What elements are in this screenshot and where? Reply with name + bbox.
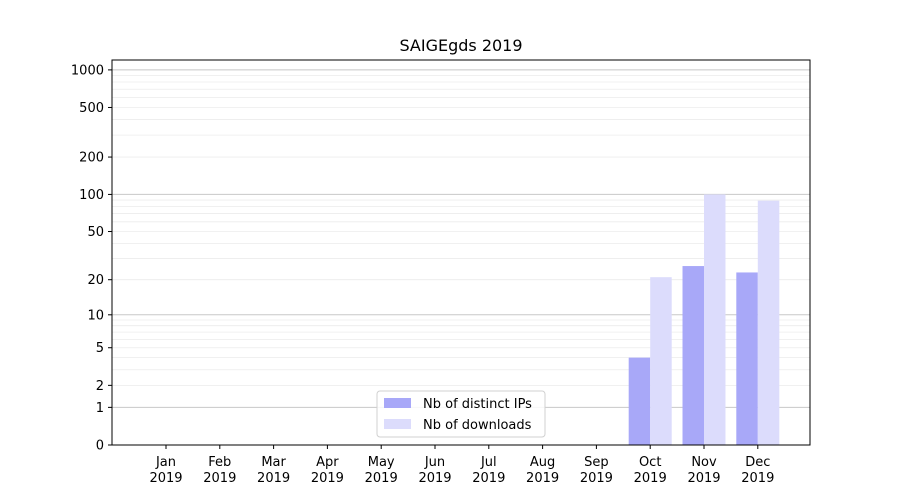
- y-tick-label: 100: [79, 188, 104, 203]
- y-tick-label: 20: [87, 273, 104, 288]
- x-axis: Jan2019Feb2019Mar2019Apr2019May2019Jun20…: [149, 445, 774, 486]
- legend-swatch: [384, 419, 411, 429]
- bar-distinct-ips-dec: [736, 272, 758, 445]
- x-tick-label-year: 2019: [311, 471, 344, 486]
- x-tick-label-year: 2019: [741, 471, 774, 486]
- x-tick-label-month: Jul: [480, 455, 497, 470]
- x-tick-label-year: 2019: [687, 471, 720, 486]
- x-tick-label-year: 2019: [526, 471, 559, 486]
- y-tick-label: 200: [79, 151, 104, 166]
- x-tick-label-month: Dec: [745, 455, 770, 470]
- x-tick-label-year: 2019: [149, 471, 182, 486]
- legend-label: Nb of downloads: [423, 418, 532, 433]
- x-tick-label-year: 2019: [257, 471, 290, 486]
- x-tick-label-month: Aug: [530, 455, 555, 470]
- x-tick-label-month: May: [368, 455, 395, 470]
- bar-downloads-nov: [704, 194, 726, 445]
- legend: Nb of distinct IPs Nb of downloads: [376, 390, 546, 438]
- chart-title: SAIGEgds 2019: [399, 36, 522, 55]
- y-tick-label: 0: [96, 439, 104, 454]
- x-tick-label-year: 2019: [634, 471, 667, 486]
- x-tick-label-year: 2019: [418, 471, 451, 486]
- x-tick-label-month: Sep: [584, 455, 609, 470]
- y-tick-label: 50: [87, 225, 104, 240]
- y-tick-label: 2: [96, 379, 104, 394]
- y-axis: 0 1 2 5 10 20 50 100 200 500 1000: [71, 63, 112, 454]
- y-tick-label: 10: [87, 308, 104, 323]
- legend-box: [376, 390, 546, 438]
- y-tick-label: 5: [96, 341, 104, 356]
- y-tick-label: 1: [96, 401, 104, 416]
- x-tick-label-month: Feb: [208, 455, 231, 470]
- x-tick-label-month: Apr: [316, 455, 339, 470]
- y-tick-label: 500: [79, 101, 104, 116]
- y-tick-label: 1000: [71, 63, 104, 78]
- x-tick-label-month: Mar: [261, 455, 286, 470]
- x-tick-label-month: Jun: [424, 455, 445, 470]
- x-tick-label-year: 2019: [472, 471, 505, 486]
- bar-downloads-oct: [650, 277, 672, 445]
- legend-swatch: [384, 398, 411, 408]
- x-tick-label-month: Oct: [639, 455, 661, 470]
- bar-distinct-ips-nov: [682, 266, 704, 445]
- x-tick-label-month: Jan: [155, 455, 176, 470]
- legend-label: Nb of distinct IPs: [423, 397, 532, 412]
- x-tick-label-month: Nov: [691, 455, 717, 470]
- bar-downloads-dec: [757, 200, 780, 445]
- x-tick-label-year: 2019: [203, 471, 236, 486]
- bars: [628, 194, 780, 445]
- plot-area: [111, 59, 811, 446]
- x-tick-label-year: 2019: [365, 471, 398, 486]
- x-tick-label-year: 2019: [580, 471, 613, 486]
- bar-distinct-ips-oct: [628, 357, 651, 445]
